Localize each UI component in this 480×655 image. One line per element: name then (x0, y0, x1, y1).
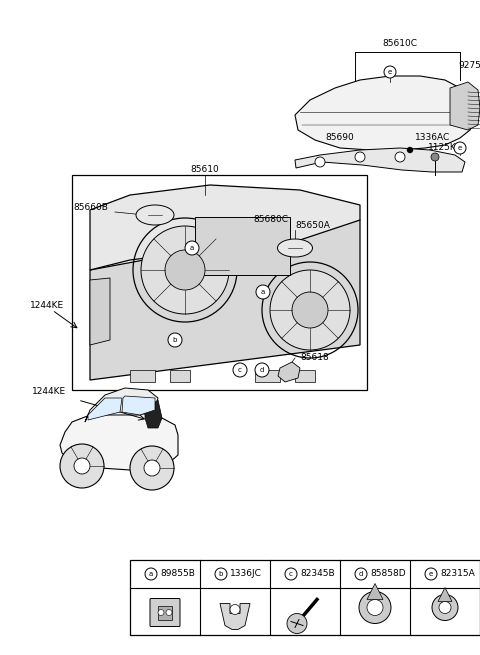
Text: 82345B: 82345B (300, 569, 335, 578)
Polygon shape (60, 412, 178, 470)
Circle shape (270, 270, 350, 350)
FancyBboxPatch shape (195, 217, 290, 275)
Text: 1125KB: 1125KB (428, 143, 463, 153)
Text: 85618: 85618 (300, 354, 329, 362)
Circle shape (166, 610, 172, 616)
Text: 85858D: 85858D (370, 569, 406, 578)
Circle shape (425, 568, 437, 580)
Polygon shape (85, 388, 158, 422)
Circle shape (255, 363, 269, 377)
Circle shape (407, 147, 413, 153)
Polygon shape (295, 76, 475, 150)
Polygon shape (90, 185, 360, 270)
FancyBboxPatch shape (130, 370, 155, 382)
Text: 85650A: 85650A (295, 221, 330, 229)
Circle shape (359, 591, 391, 624)
Circle shape (165, 250, 205, 290)
Circle shape (144, 460, 160, 476)
Text: a: a (261, 289, 265, 295)
Circle shape (285, 568, 297, 580)
Text: 85660B: 85660B (73, 204, 108, 212)
Circle shape (60, 444, 104, 488)
Text: b: b (173, 337, 177, 343)
Text: d: d (260, 367, 264, 373)
Polygon shape (88, 398, 122, 420)
Circle shape (315, 157, 325, 167)
FancyBboxPatch shape (255, 370, 280, 382)
Polygon shape (145, 400, 162, 428)
Circle shape (215, 568, 227, 580)
Circle shape (233, 363, 247, 377)
Text: 92750A: 92750A (458, 60, 480, 69)
Text: 1336AC: 1336AC (415, 134, 450, 143)
Text: e: e (429, 571, 433, 577)
Text: 1244KE: 1244KE (30, 301, 64, 310)
Text: 1244KE: 1244KE (32, 388, 66, 396)
Text: a: a (190, 245, 194, 251)
Circle shape (384, 66, 396, 78)
Text: 82315A: 82315A (440, 569, 475, 578)
Polygon shape (438, 588, 452, 601)
Text: c: c (289, 571, 293, 577)
Circle shape (130, 446, 174, 490)
FancyBboxPatch shape (130, 560, 480, 635)
FancyBboxPatch shape (295, 370, 315, 382)
Circle shape (256, 285, 270, 299)
Text: 1336JC: 1336JC (230, 569, 262, 578)
Text: 85690: 85690 (325, 134, 354, 143)
Circle shape (145, 568, 157, 580)
Polygon shape (367, 584, 383, 599)
Circle shape (74, 458, 90, 474)
Circle shape (141, 226, 229, 314)
FancyBboxPatch shape (158, 605, 172, 620)
Circle shape (432, 595, 458, 620)
Polygon shape (295, 148, 465, 172)
Text: 85680C: 85680C (253, 215, 288, 225)
Circle shape (431, 153, 439, 161)
FancyBboxPatch shape (150, 599, 180, 626)
Polygon shape (90, 278, 110, 345)
Circle shape (287, 614, 307, 633)
Circle shape (439, 601, 451, 614)
Polygon shape (122, 396, 155, 415)
Text: 85610C: 85610C (383, 39, 418, 48)
Text: 85610: 85610 (191, 166, 219, 174)
Polygon shape (90, 220, 360, 380)
Circle shape (395, 152, 405, 162)
Ellipse shape (136, 205, 174, 225)
Text: e: e (388, 69, 392, 75)
Polygon shape (450, 82, 480, 130)
Text: b: b (219, 571, 223, 577)
Circle shape (230, 605, 240, 614)
Ellipse shape (277, 239, 312, 257)
Text: c: c (238, 367, 242, 373)
Polygon shape (278, 362, 300, 382)
Polygon shape (220, 603, 250, 629)
Circle shape (158, 610, 164, 616)
Text: a: a (149, 571, 153, 577)
Circle shape (454, 142, 466, 154)
Circle shape (355, 568, 367, 580)
Circle shape (168, 333, 182, 347)
Circle shape (185, 241, 199, 255)
Text: e: e (458, 145, 462, 151)
Circle shape (355, 152, 365, 162)
Circle shape (367, 599, 383, 616)
FancyBboxPatch shape (170, 370, 190, 382)
Text: 89855B: 89855B (160, 569, 195, 578)
Circle shape (292, 292, 328, 328)
Text: d: d (359, 571, 363, 577)
